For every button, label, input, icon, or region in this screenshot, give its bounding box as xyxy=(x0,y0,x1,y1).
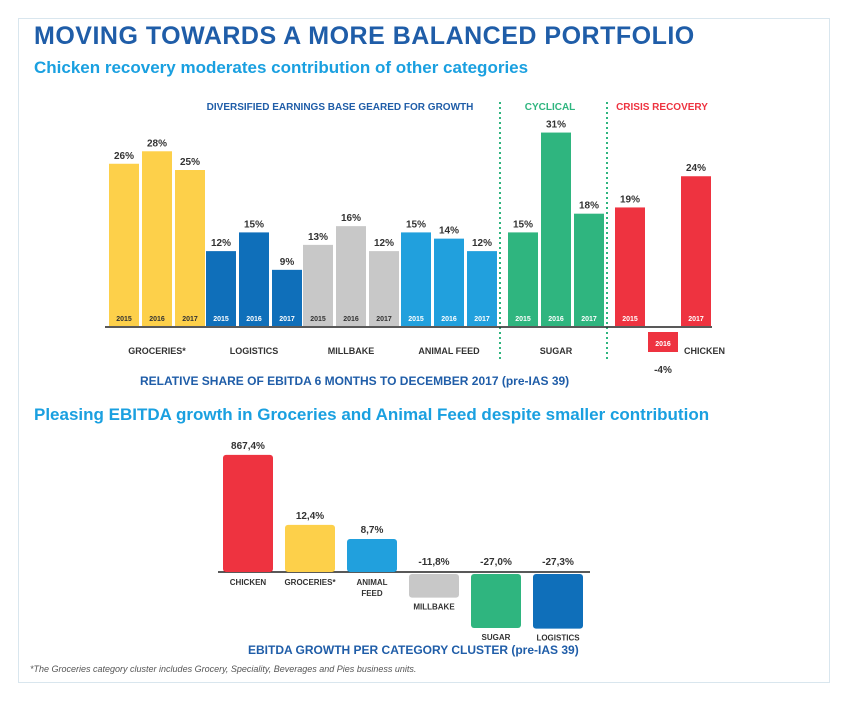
data-label: 12% xyxy=(374,238,394,249)
bar-sugar-2017 xyxy=(574,213,604,326)
growth-bar-animal-feed xyxy=(347,538,397,572)
data-label: -4% xyxy=(654,365,672,376)
data-label: 12% xyxy=(211,238,231,249)
category-label-sugar: SUGAR xyxy=(482,633,511,642)
bar-millbake-2017 xyxy=(369,251,399,326)
category-label-sugar: SUGAR xyxy=(540,346,573,356)
year-label: 2017 xyxy=(474,316,490,323)
bar-millbake-2015 xyxy=(303,244,333,326)
data-label: 26% xyxy=(114,151,134,162)
year-label: 2016 xyxy=(246,316,262,323)
bar-groceries-2017 xyxy=(175,170,205,326)
category-label-logistics: LOGISTICS xyxy=(230,346,279,356)
year-label: 2015 xyxy=(116,316,132,323)
data-label: 15% xyxy=(244,219,264,230)
bar-groceries-2016 xyxy=(142,151,172,326)
year-label: 2015 xyxy=(622,316,638,323)
category-label-chicken: CHICKEN xyxy=(230,578,267,587)
bar-chicken-2017 xyxy=(681,176,711,326)
data-label: 15% xyxy=(513,219,533,230)
year-label: 2015 xyxy=(213,316,229,323)
year-label: 2016 xyxy=(655,341,671,348)
bar-groceries-2015 xyxy=(109,163,139,326)
share-chart-caption: RELATIVE SHARE OF EBITDA 6 MONTHS TO DEC… xyxy=(140,374,570,388)
category-label-animal-feed: FEED xyxy=(361,589,383,598)
data-label: 24% xyxy=(686,163,706,174)
year-label: 2015 xyxy=(515,316,531,323)
growth-chart-caption: EBITDA GROWTH PER CATEGORY CLUSTER (pre-… xyxy=(248,643,579,657)
data-label: 19% xyxy=(620,194,640,205)
page-title: MOVING TOWARDS A MORE BALANCED PORTFOLIO xyxy=(34,22,695,50)
year-label: 2017 xyxy=(581,316,597,323)
section-label-crisis: CRISIS RECOVERY xyxy=(616,102,708,113)
year-label: 2016 xyxy=(548,316,564,323)
section-label-cyclical: CYCLICAL xyxy=(525,102,576,113)
category-label-chicken: CHICKEN xyxy=(684,346,725,356)
data-label: -27,3% xyxy=(542,557,574,568)
subtitle: Chicken recovery moderates contribution … xyxy=(34,58,529,77)
category-label-millbake: MILLBAKE xyxy=(328,346,375,356)
footnote: *The Groceries category cluster includes… xyxy=(30,664,417,674)
growth-bar-logistics xyxy=(533,574,583,629)
bar-chicken-2016 xyxy=(648,332,678,352)
data-label: 8,7% xyxy=(361,525,384,536)
data-label: 16% xyxy=(341,213,361,224)
year-label: 2017 xyxy=(376,316,392,323)
category-label-logistics: LOGISTICS xyxy=(536,634,580,643)
data-label: 31% xyxy=(546,120,566,131)
data-label: 15% xyxy=(406,219,426,230)
data-label: 9% xyxy=(280,257,295,268)
bar-logistics-2017 xyxy=(272,269,302,326)
chart-frame xyxy=(18,18,830,683)
bar-chicken-2015 xyxy=(615,207,645,326)
bar-millbake-2016 xyxy=(336,226,366,326)
data-label: 867,4% xyxy=(231,441,265,452)
bar-animal-feed-2017 xyxy=(467,251,497,326)
data-label: 12% xyxy=(472,238,492,249)
data-label: 14% xyxy=(439,226,459,237)
year-label: 2015 xyxy=(408,316,424,323)
growth-bar-groceries xyxy=(285,524,335,572)
year-label: 2017 xyxy=(279,316,295,323)
data-label: 12,4% xyxy=(296,511,324,522)
category-label-animal-feed: ANIMAL FEED xyxy=(418,346,480,356)
category-label-groceries: GROCERIES* xyxy=(128,346,186,356)
data-label: -11,8% xyxy=(418,557,449,568)
data-label: 18% xyxy=(579,201,599,212)
year-label: 2017 xyxy=(688,316,704,323)
year-label: 2016 xyxy=(441,316,457,323)
subtitle-growth: Pleasing EBITDA growth in Groceries and … xyxy=(34,405,710,424)
bar-animal-feed-2015 xyxy=(401,232,431,326)
bar-sugar-2015 xyxy=(508,232,538,326)
data-label: 25% xyxy=(180,157,200,168)
bar-logistics-2015 xyxy=(206,251,236,326)
bar-animal-feed-2016 xyxy=(434,238,464,326)
bar-logistics-2016 xyxy=(239,232,269,326)
growth-bar-chicken xyxy=(223,454,273,572)
bar-sugar-2016 xyxy=(541,132,571,326)
data-label: 13% xyxy=(308,232,328,243)
category-label-groceries: GROCERIES* xyxy=(284,578,336,587)
year-label: 2017 xyxy=(182,316,198,323)
data-label: -27,0% xyxy=(480,557,512,568)
growth-bar-millbake xyxy=(409,574,459,598)
category-label-animal-feed: ANIMAL xyxy=(356,578,387,587)
year-label: 2016 xyxy=(149,316,165,323)
year-label: 2015 xyxy=(310,316,326,323)
year-label: 2016 xyxy=(343,316,359,323)
growth-bar-sugar xyxy=(471,574,521,628)
data-label: 28% xyxy=(147,138,167,149)
section-label-diversified: DIVERSIFIED EARNINGS BASE GEARED FOR GRO… xyxy=(207,102,474,113)
category-label-millbake: MILLBAKE xyxy=(413,603,455,612)
